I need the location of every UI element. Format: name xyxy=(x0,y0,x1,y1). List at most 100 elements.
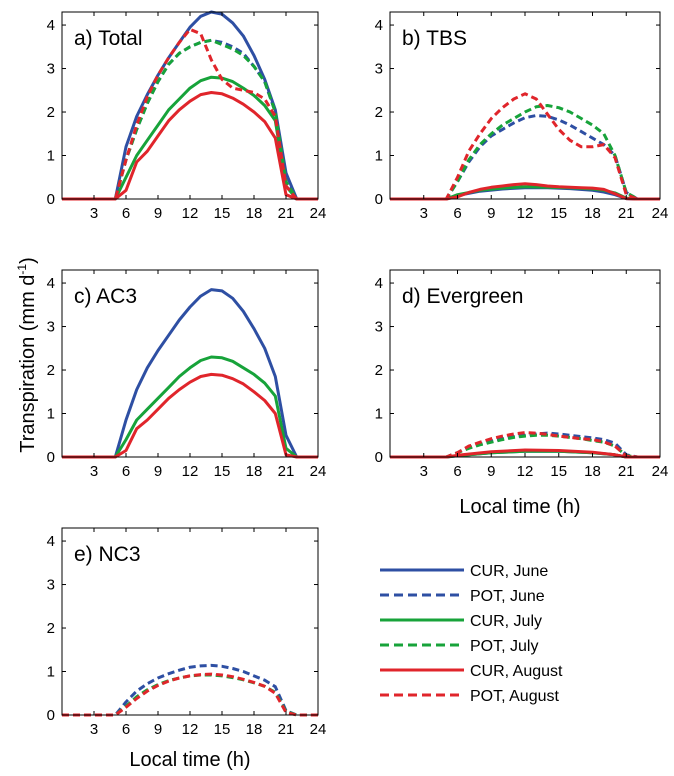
x-tick-label: 15 xyxy=(214,721,231,738)
legend-label: POT, August xyxy=(470,688,559,705)
x-tick-label: 21 xyxy=(618,463,635,480)
series-line-pot-august xyxy=(62,672,318,717)
y-tick-label: 4 xyxy=(375,275,383,292)
legend: CUR, June POT, June CUR, July POT, July CUR,… xyxy=(380,563,563,705)
x-tick-label: 21 xyxy=(278,463,295,480)
x-tick-label: 18 xyxy=(584,463,601,480)
series-line-pot-july xyxy=(390,433,660,459)
x-tick-label: 9 xyxy=(154,463,162,480)
panel-title: e) NC3 xyxy=(74,543,141,566)
x-tick-label: 12 xyxy=(517,463,534,480)
x-tick-label: 9 xyxy=(487,463,495,480)
x-tick-label: 15 xyxy=(214,205,231,222)
x-tick-label: 9 xyxy=(487,205,495,222)
x-tick-label: 18 xyxy=(246,721,263,738)
x-axis-label-d: Local time (h) xyxy=(459,496,580,518)
legend-entry: POT, July xyxy=(380,638,538,655)
series-line-cur-july xyxy=(62,75,318,201)
legend-label: POT, July xyxy=(470,638,538,655)
x-tick-label: 21 xyxy=(618,205,635,222)
x-tick-label: 3 xyxy=(90,463,98,480)
y-axis-label-close: ) xyxy=(17,257,39,264)
series-line-pot-august xyxy=(390,92,660,201)
x-tick-label: 24 xyxy=(652,205,669,222)
x-tick-label: 24 xyxy=(652,463,669,480)
series-line-cur-july xyxy=(62,355,318,459)
y-tick-label: 0 xyxy=(375,449,383,466)
x-tick-label: 24 xyxy=(310,205,327,222)
y-tick-label: 2 xyxy=(375,104,383,121)
x-tick-label: 15 xyxy=(214,463,231,480)
y-axis-label-superscript: -1 xyxy=(15,264,29,275)
series-line-pot-june xyxy=(62,663,318,717)
x-tick-label: 3 xyxy=(90,205,98,222)
x-tick-label: 6 xyxy=(122,721,130,738)
x-tick-label: 12 xyxy=(182,463,199,480)
y-tick-label: 1 xyxy=(47,148,55,165)
y-tick-label: 2 xyxy=(47,362,55,379)
series-line-pot-august xyxy=(390,431,660,459)
x-tick-label: 3 xyxy=(90,721,98,738)
x-tick-label: 6 xyxy=(453,205,461,222)
x-tick-label: 3 xyxy=(420,463,428,480)
series-line-pot-june xyxy=(62,38,318,201)
y-tick-label: 1 xyxy=(375,148,383,165)
y-tick-label: 1 xyxy=(375,406,383,423)
x-tick-label: 9 xyxy=(154,721,162,738)
series-line-pot-july xyxy=(390,104,660,201)
x-axis-label-e: Local time (h) xyxy=(129,749,250,771)
x-tick-label: 6 xyxy=(122,205,130,222)
x-tick-label: 12 xyxy=(182,721,199,738)
series-line-cur-august xyxy=(390,182,660,201)
series-line-cur-august xyxy=(62,372,318,459)
y-tick-label: 0 xyxy=(47,449,55,466)
legend-entry: CUR, August xyxy=(380,663,563,680)
panel-title: b) TBS xyxy=(402,27,467,50)
x-tick-label: 18 xyxy=(584,205,601,222)
y-axis-label-main: Transpiration (mm d xyxy=(17,275,39,453)
x-tick-label: 6 xyxy=(122,463,130,480)
x-tick-label: 15 xyxy=(550,463,567,480)
x-tick-label: 21 xyxy=(278,205,295,222)
y-tick-label: 4 xyxy=(47,533,55,550)
x-tick-label: 6 xyxy=(453,463,461,480)
x-tick-label: 18 xyxy=(246,205,263,222)
y-tick-label: 2 xyxy=(47,620,55,637)
panel-title: a) Total xyxy=(74,27,143,50)
legend-label: CUR, June xyxy=(470,563,548,580)
y-tick-label: 4 xyxy=(47,275,55,292)
legend-entry: CUR, July xyxy=(380,613,542,630)
x-tick-label: 12 xyxy=(182,205,199,222)
x-tick-label: 24 xyxy=(310,463,327,480)
y-tick-label: 3 xyxy=(47,319,55,336)
y-tick-label: 1 xyxy=(47,406,55,423)
series-line-pot-july xyxy=(62,38,318,201)
y-tick-label: 2 xyxy=(47,104,55,121)
y-tick-label: 1 xyxy=(47,664,55,681)
series-line-cur-june xyxy=(62,288,318,459)
legend-entry: CUR, June xyxy=(380,563,548,580)
series-line-cur-august xyxy=(62,91,318,201)
x-tick-label: 9 xyxy=(154,205,162,222)
x-tick-label: 18 xyxy=(246,463,263,480)
y-tick-label: 2 xyxy=(375,362,383,379)
panel-title: c) AC3 xyxy=(74,285,137,308)
y-tick-label: 0 xyxy=(47,191,55,208)
y-tick-label: 3 xyxy=(47,61,55,78)
y-tick-label: 3 xyxy=(375,61,383,78)
y-tick-label: 3 xyxy=(375,319,383,336)
x-tick-label: 15 xyxy=(550,205,567,222)
y-tick-label: 3 xyxy=(47,577,55,594)
x-tick-label: 21 xyxy=(278,721,295,738)
series-line-pot-august xyxy=(62,27,318,201)
legend-label: POT, June xyxy=(470,588,545,605)
y-tick-label: 0 xyxy=(47,707,55,724)
legend-label: CUR, July xyxy=(470,613,542,630)
